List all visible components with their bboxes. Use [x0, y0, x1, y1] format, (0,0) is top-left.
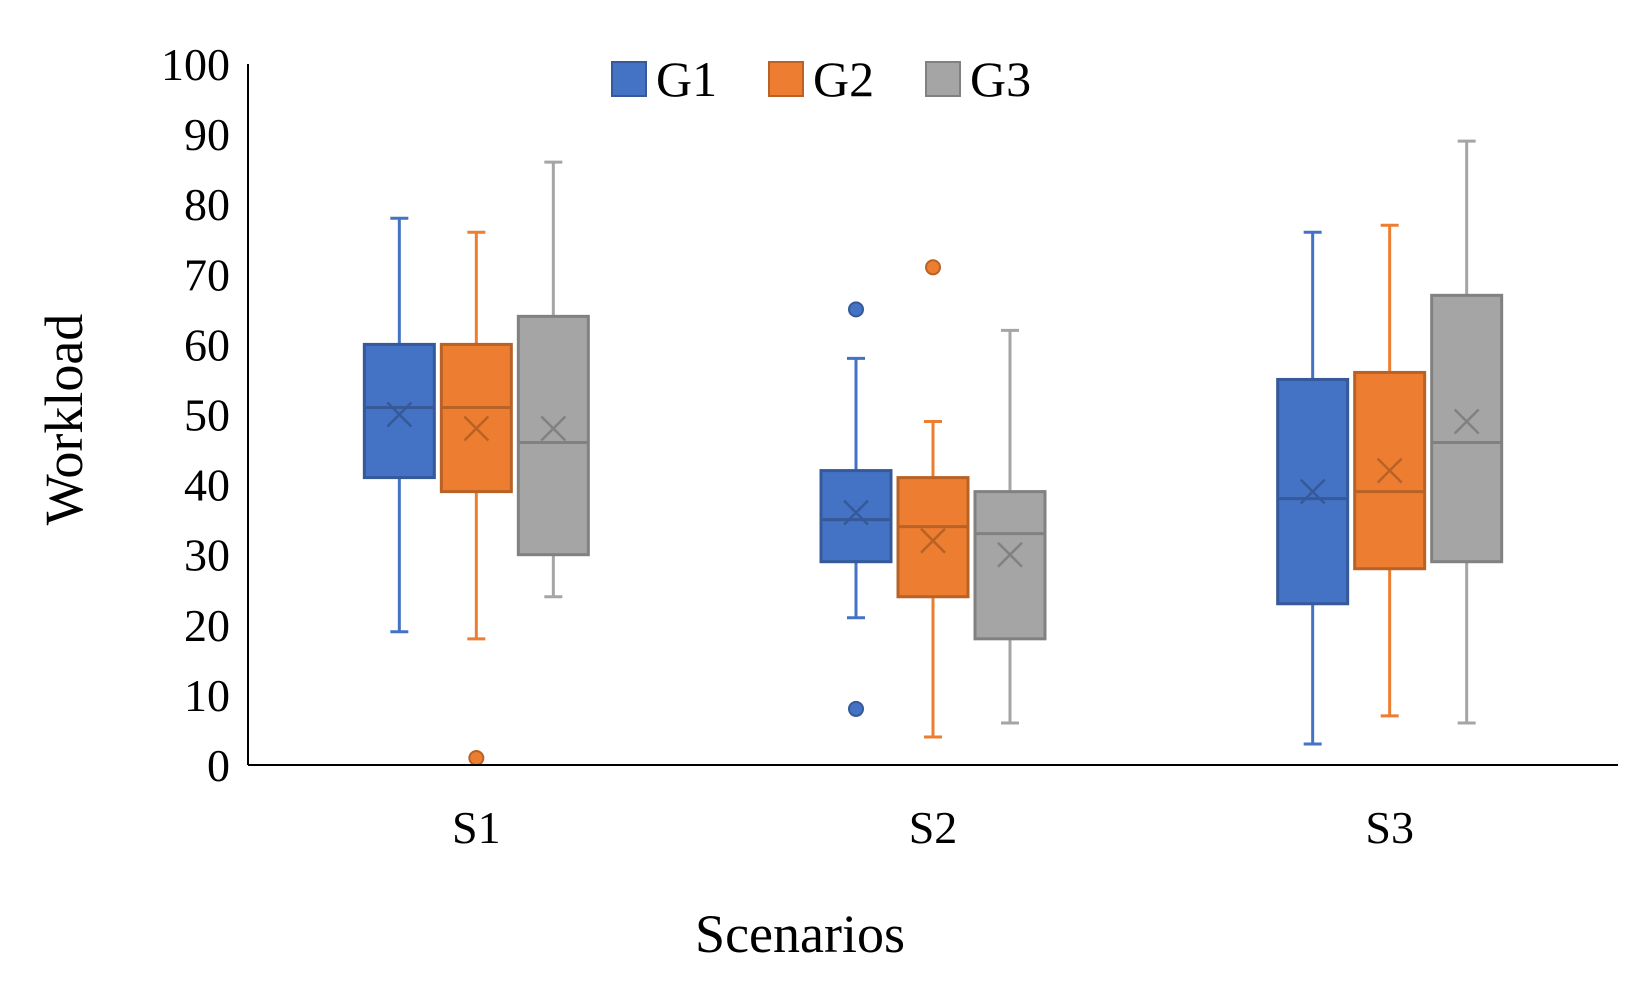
x-tick-label: S2 [909, 802, 958, 853]
box-body [973, 490, 1047, 641]
box-g1-s2 [819, 301, 893, 717]
outlier-point [468, 749, 485, 766]
box-g3-s1 [516, 160, 590, 599]
legend-swatch [611, 61, 647, 97]
y-tick-label: 50 [184, 390, 230, 441]
x-axis-labels: S1 S2 S3 [452, 802, 1414, 853]
box-body [819, 469, 893, 564]
legend-item-g2: G2 [768, 51, 874, 107]
box-g3-s3 [1430, 139, 1504, 725]
mean-marker [997, 541, 1023, 568]
box-body [439, 342, 513, 494]
legend-label: G2 [813, 51, 874, 107]
legend-swatch [925, 61, 961, 97]
outlier-point [848, 700, 864, 717]
mean-marker [1299, 478, 1326, 505]
legend-label: G1 [656, 51, 717, 107]
y-tick-label: 10 [184, 670, 230, 721]
mean-marker [1453, 408, 1480, 435]
x-tick-label: S3 [1365, 802, 1414, 853]
y-tick-label: 40 [184, 460, 230, 511]
box-g2-s3 [1353, 223, 1427, 718]
y-tick-label: 0 [207, 740, 230, 791]
y-axis-ticks: 0 10 20 30 40 50 60 70 80 90 100 [161, 39, 230, 791]
mean-marker [920, 527, 946, 554]
legend-label: G3 [970, 51, 1031, 107]
y-tick-label: 20 [184, 600, 230, 651]
legend-item-g1: G1 [611, 51, 717, 107]
y-tick-label: 70 [184, 249, 230, 300]
outlier-point [925, 259, 941, 276]
mean-marker [386, 401, 413, 428]
legend-item-g3: G3 [925, 51, 1031, 107]
mean-marker [843, 499, 869, 526]
y-tick-label: 90 [184, 109, 230, 160]
y-tick-label: 60 [184, 319, 230, 370]
mean-marker [463, 415, 490, 442]
y-tick-label: 100 [161, 39, 230, 90]
box-body [896, 476, 970, 599]
x-tick-label: S1 [452, 802, 501, 853]
legend-swatch [768, 61, 804, 97]
box-body [362, 342, 436, 480]
legend: G1 G2 G3 [611, 51, 1031, 107]
box-g1-s1 [362, 216, 436, 634]
box-body [1430, 293, 1504, 564]
outlier-point [848, 301, 864, 318]
plot-area [362, 139, 1504, 766]
mean-marker [540, 415, 567, 442]
box-g1-s3 [1276, 230, 1350, 746]
box-g2-s1 [439, 230, 513, 766]
box-g3-s2 [973, 328, 1047, 725]
box-body [516, 314, 590, 557]
y-tick-label: 30 [184, 530, 230, 581]
y-axis-title: Workload [34, 314, 94, 526]
x-axis-title: Scenarios [695, 904, 905, 964]
box-g2-s2 [896, 259, 970, 739]
y-tick-label: 80 [184, 179, 230, 230]
mean-marker [1376, 457, 1403, 484]
